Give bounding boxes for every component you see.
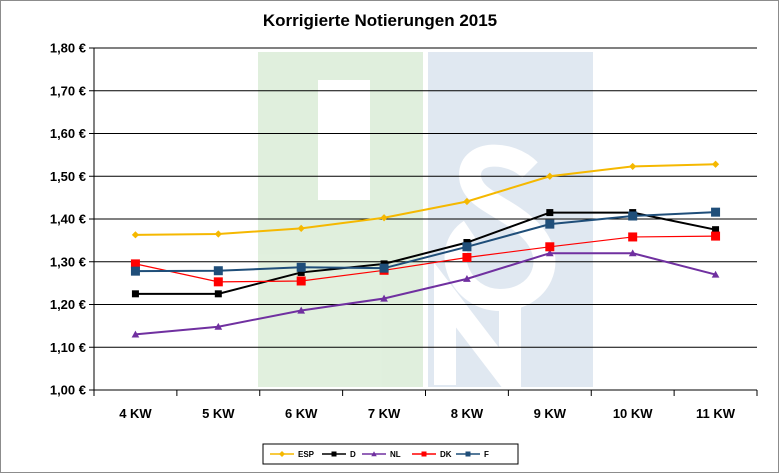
legend-label: NL [390, 450, 401, 459]
series-line-dk [135, 235, 716, 283]
y-tick-label: 1,10 € [50, 340, 86, 355]
y-tick-label: 1,70 € [50, 83, 86, 98]
data-point-esp [546, 172, 554, 180]
data-point-dk [545, 242, 555, 252]
data-point-dk [296, 276, 306, 286]
y-tick-label: 1,40 € [50, 212, 86, 227]
data-point-d [712, 226, 720, 234]
data-point-f [296, 262, 306, 272]
legend-marker-esp [279, 451, 285, 457]
data-point-nl [463, 275, 471, 282]
data-point-nl [131, 330, 140, 338]
series-line-d [135, 211, 716, 295]
legend-label: ESP [298, 450, 315, 459]
legend-item-dk: DK [412, 450, 452, 459]
data-point-nl [628, 249, 637, 257]
axes [89, 47, 758, 396]
series-nl [131, 249, 720, 338]
y-tick-labels: 1,00 € 1,10 € 1,20 € 1,30 € 1,40 € 1,50 € 1,60… [50, 41, 86, 398]
x-tick-label: 6 KW [285, 406, 318, 421]
data-point-esp [131, 231, 140, 239]
series-line-esp [135, 163, 716, 236]
legend-marker-d [331, 451, 337, 457]
chart-title: Korrigierte Notierungen 2015 [263, 11, 497, 30]
y-tick-label: 1,20 € [50, 297, 86, 312]
y-tick-label: 1,00 € [50, 383, 86, 398]
data-point-esp [297, 224, 305, 233]
data-point-dk [130, 259, 140, 269]
series-line-f [135, 211, 716, 273]
x-tick-label: 7 KW [368, 406, 401, 421]
legend-item-nl: NL [362, 450, 401, 459]
data-point-d [214, 290, 222, 298]
x-tick-labels: 4 KW 5 KW 6 KW 7 KW 8 KW 9 KW 10 KW 11 KW [119, 406, 736, 421]
gridlines [94, 47, 757, 348]
data-point-dk [628, 232, 638, 242]
legend-item-esp: ESP [270, 450, 315, 459]
x-tick-label: 10 KW [613, 406, 653, 421]
data-point-f [462, 242, 472, 252]
data-point-d [546, 209, 554, 217]
data-point-nl [711, 270, 720, 278]
legend-marker-nl [371, 451, 377, 457]
y-tick-label: 1,30 € [50, 254, 86, 269]
legend-marker-f [465, 451, 471, 457]
x-tick-label: 11 KW [696, 406, 736, 421]
legend-box [262, 443, 519, 465]
data-point-f [545, 219, 555, 229]
legend-label: D [350, 450, 356, 459]
series-line-nl [135, 252, 716, 336]
data-point-d [131, 290, 139, 298]
legend-label: DK [440, 450, 452, 459]
x-tick-label: 4 KW [119, 406, 152, 421]
legend-item-d: D [322, 450, 356, 459]
data-point-esp [214, 230, 222, 238]
data-point-nl [545, 249, 554, 257]
y-tick-label: 1,50 € [50, 169, 86, 184]
series-lines [130, 160, 721, 338]
series-dk [130, 231, 721, 287]
y-tick-label: 1,60 € [50, 126, 86, 141]
x-tick-label: 5 KW [202, 406, 235, 421]
data-point-f [130, 266, 140, 276]
data-point-dk [213, 277, 223, 287]
series-esp [131, 160, 720, 239]
data-point-nl [380, 294, 388, 302]
x-tick-label: 8 KW [451, 406, 484, 421]
data-point-d [297, 268, 305, 276]
data-point-f [711, 207, 721, 217]
data-point-f [379, 263, 389, 273]
data-point-esp [711, 160, 720, 168]
y-tick-label: 1,80 € [50, 41, 86, 56]
data-point-nl [297, 306, 306, 314]
legend: ESP D NL DK F [262, 443, 519, 465]
series-f [130, 207, 721, 276]
data-point-esp [463, 197, 471, 206]
legend-label: F [484, 450, 489, 459]
data-point-f [628, 211, 638, 221]
x-tick-label: 9 KW [534, 406, 567, 421]
legend-item-f: F [456, 450, 489, 459]
data-point-dk [711, 231, 721, 241]
data-point-f [213, 266, 223, 276]
data-point-esp [629, 162, 637, 171]
data-point-dk [462, 252, 472, 262]
data-point-nl [214, 322, 223, 330]
data-point-esp [380, 214, 388, 222]
legend-marker-dk [421, 451, 427, 457]
